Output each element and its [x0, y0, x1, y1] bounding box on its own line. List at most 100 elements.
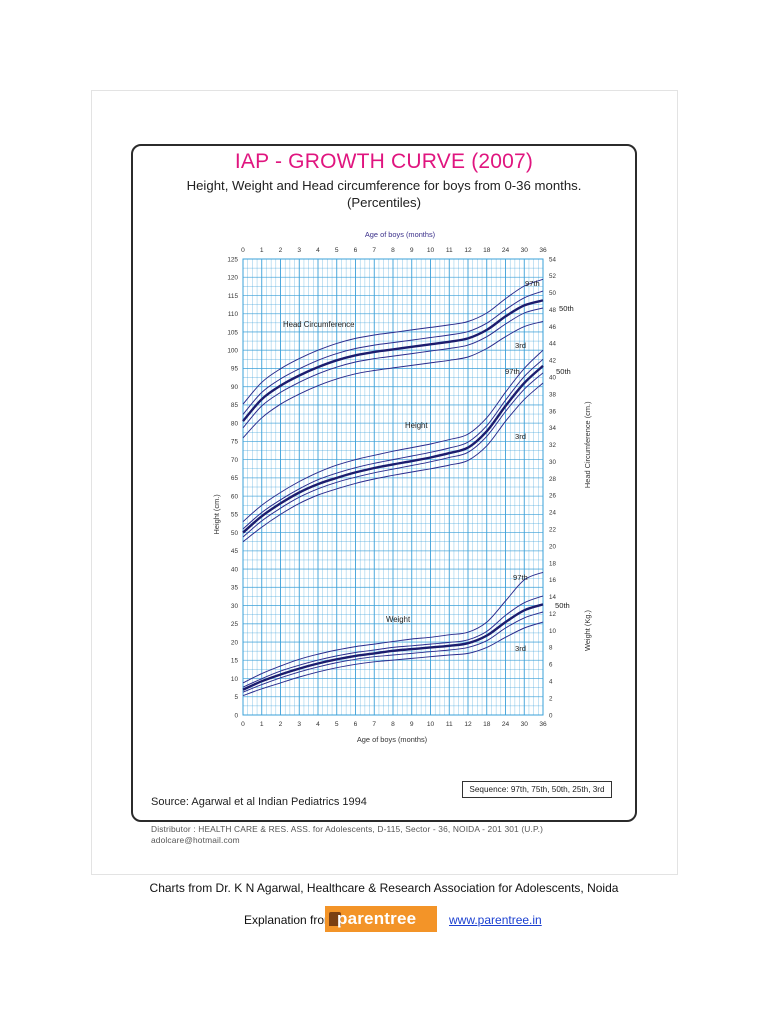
plot-border: [242, 258, 544, 716]
weight-curve-97th: [242, 571, 544, 684]
y-right-tick-label: 2: [549, 695, 553, 702]
x-tick-label-top: 7: [372, 247, 376, 254]
x-tick-label-bottom: 11: [446, 721, 453, 728]
x-tick-label-bottom: 18: [483, 721, 491, 728]
head-circumference-label-3rd: 3rd: [515, 341, 526, 350]
x-tick-label-top: 1: [260, 247, 264, 254]
x-tick-label-bottom: 1: [260, 721, 264, 728]
y-right-tick-label: 18: [549, 560, 556, 567]
height-label-97th: 97th: [505, 367, 520, 376]
y-left-tick-label: 40: [231, 566, 239, 573]
y-left-tick-label: 45: [231, 548, 239, 555]
head-circumference-curve-97th: [242, 278, 544, 405]
height-curve-25th: [242, 372, 544, 538]
head-circumference-curve-25th: [242, 307, 544, 429]
weight-curve-75th: [242, 595, 544, 688]
weight-curve-3rd: [242, 621, 544, 697]
x-tick-label-top: 5: [335, 247, 339, 254]
head-circumference-curve-3rd: [242, 321, 544, 439]
y-right-tick-label: 22: [549, 527, 556, 534]
y-right-tick-label: 0: [549, 712, 553, 719]
parentree-link[interactable]: www.parentree.in: [449, 913, 542, 927]
y-left-tick-label: 125: [227, 256, 238, 263]
x-tick-label-top: 11: [446, 247, 453, 254]
x-tick-label-bottom: 30: [521, 721, 529, 728]
y-axis-title-left: Height (cm.): [212, 494, 221, 534]
y-left-tick-label: 15: [231, 658, 239, 665]
y-right-tick-label: 46: [549, 324, 556, 331]
y-right-tick-label: 4: [549, 679, 553, 686]
y-right-tick-label: 26: [549, 493, 556, 500]
y-left-tick-label: 75: [231, 439, 239, 446]
x-tick-label-top: 2: [279, 247, 283, 254]
parentree-logo-icon: [329, 912, 341, 926]
y-left-tick-label: 85: [231, 402, 239, 409]
head-circumference-label-97th: 97th: [525, 279, 540, 288]
x-tick-label-bottom: 4: [316, 721, 320, 728]
y-left-tick-label: 0: [234, 712, 238, 719]
x-tick-label-top: 8: [391, 247, 395, 254]
y-left-tick-label: 55: [231, 512, 239, 519]
y-axis-title-right-head: Head Circumference (cm.): [583, 401, 592, 488]
height-curve-75th: [242, 358, 544, 530]
weight-curve-50th: [242, 603, 544, 691]
x-tick-label-bottom: 6: [354, 721, 358, 728]
y-left-tick-label: 20: [231, 639, 239, 646]
y-left-tick-label: 110: [228, 311, 239, 318]
x-tick-label-bottom: 0: [241, 721, 245, 728]
x-tick-label-bottom: 3: [297, 721, 301, 728]
x-tick-label-bottom: 7: [372, 721, 376, 728]
y-left-tick-label: 70: [231, 457, 239, 464]
chart-subtitle: Height, Weight and Head circumference fo…: [131, 177, 637, 211]
y-right-tick-label: 30: [549, 459, 556, 466]
weight-label-97th: 97th: [513, 573, 528, 582]
weight-section-label: Weight: [386, 615, 411, 624]
page-frame: [91, 90, 678, 875]
y-left-tick-label: 80: [231, 420, 239, 427]
y-left-tick-label: 50: [231, 530, 239, 537]
x-tick-label-top: 18: [483, 247, 491, 254]
x-tick-label-top: 0: [241, 247, 245, 254]
y-left-tick-label: 105: [227, 329, 238, 336]
x-tick-label-bottom: 10: [427, 721, 435, 728]
height-label-50th: 50th: [556, 367, 571, 376]
chart-title: IAP - GROWTH CURVE (2007): [234, 150, 534, 173]
source-note: Source: Agarwal et al Indian Pediatrics …: [151, 796, 367, 808]
x-tick-label-bottom: 5: [335, 721, 339, 728]
head-circumference-section-label: Head Circumference: [283, 320, 355, 329]
y-left-tick-label: 35: [231, 585, 239, 592]
y-right-tick-label: 52: [549, 273, 556, 280]
height-curve-3rd: [242, 382, 544, 543]
x-tick-label-bottom: 36: [539, 721, 547, 728]
head-circumference-curve-50th: [242, 299, 544, 422]
x-tick-label-bottom: 12: [464, 721, 472, 728]
weight-label-3rd: 3rd: [515, 644, 526, 653]
parentree-logo[interactable]: parentree: [325, 906, 437, 932]
distributor-note: Distributor : HEALTH CARE & RES. ASS. fo…: [151, 824, 543, 846]
y-left-tick-label: 90: [231, 384, 239, 391]
height-section-label: Height: [405, 421, 428, 430]
x-tick-label-bottom: 24: [502, 721, 510, 728]
x-tick-label-top: 36: [539, 247, 547, 254]
x-tick-label-top: 12: [464, 247, 472, 254]
y-right-tick-label: 44: [549, 341, 556, 348]
y-right-tick-label: 6: [549, 662, 553, 669]
weight-label-50th: 50th: [555, 601, 570, 610]
subtitle-line-2: (Percentiles): [346, 195, 422, 210]
x-tick-label-top: 4: [316, 247, 320, 254]
y-axis-title-right-weight: Weight (Kg.): [583, 610, 592, 651]
y-right-tick-label: 28: [549, 476, 556, 483]
y-right-tick-label: 12: [549, 611, 556, 618]
explanation-label: Explanation from: [244, 913, 335, 927]
height-curve-50th: [242, 365, 544, 534]
x-tick-label-top: 30: [521, 247, 529, 254]
y-left-tick-label: 60: [231, 493, 239, 500]
x-tick-label-bottom: 8: [391, 721, 395, 728]
height-label-3rd: 3rd: [515, 432, 526, 441]
y-left-tick-label: 95: [231, 366, 239, 373]
y-left-tick-label: 10: [231, 676, 239, 683]
weight-curve-25th: [242, 611, 544, 693]
height-curve-97th: [242, 349, 544, 523]
y-right-tick-label: 40: [549, 375, 556, 382]
x-axis-title-top: Age of boys (months): [365, 230, 435, 239]
